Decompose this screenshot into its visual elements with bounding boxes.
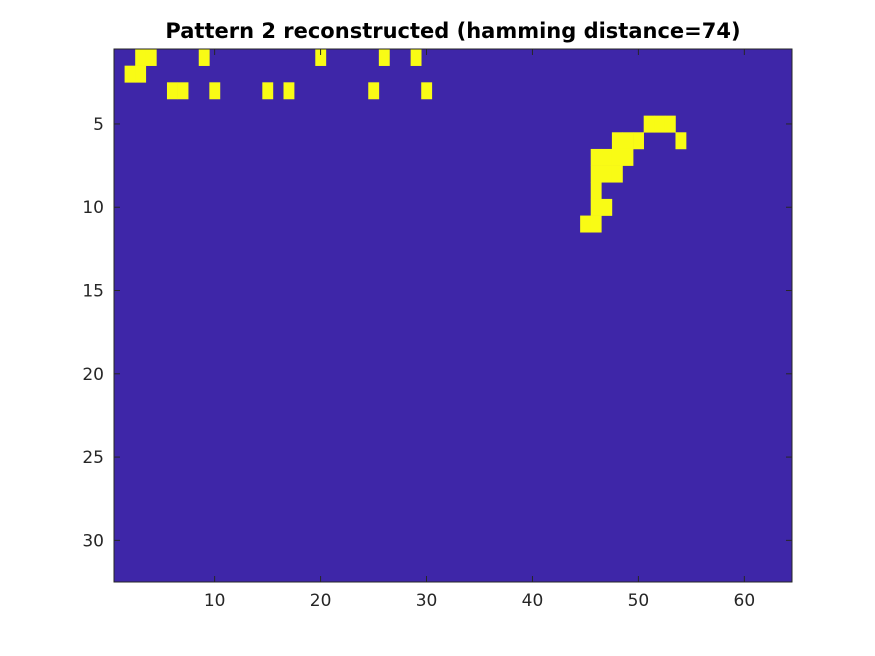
x-tick-label: 50 xyxy=(628,591,650,611)
y-tick-label: 20 xyxy=(82,365,104,385)
heatmap-cell xyxy=(124,65,136,83)
heatmap-cell xyxy=(622,132,634,150)
heatmap-cell xyxy=(198,49,210,66)
y-tick-label: 5 xyxy=(93,115,104,135)
heatmap-cell xyxy=(410,49,422,66)
heatmap-cell xyxy=(601,165,613,183)
heatmap-background xyxy=(114,49,792,582)
heatmap-cell xyxy=(590,198,602,216)
heatmap-cell xyxy=(145,49,157,66)
heatmap-cell xyxy=(283,82,295,100)
x-tick-label: 60 xyxy=(734,591,756,611)
axis-ticks: 10 20 30 40 50 60 5 10 15 20 25 30 xyxy=(82,49,792,611)
heatmap-cell xyxy=(675,132,687,150)
heatmap-cell xyxy=(611,165,623,183)
heatmap-cell xyxy=(315,49,327,66)
axes-box xyxy=(113,48,793,583)
chart-title: Pattern 2 reconstructed (hamming distanc… xyxy=(165,19,740,43)
heatmap-cell xyxy=(177,82,189,100)
heatmap-cell xyxy=(262,82,274,100)
heatmap-cell xyxy=(590,182,602,200)
heatmap-cell xyxy=(633,132,644,150)
heatmap-cell xyxy=(590,148,602,166)
heatmap-cell xyxy=(378,49,390,66)
heatmap-cell xyxy=(421,82,433,100)
x-tick-label: 20 xyxy=(310,591,332,611)
heatmap-cell xyxy=(654,115,666,133)
heatmap-cell xyxy=(368,82,380,100)
heatmap-cell xyxy=(135,65,147,83)
heatmap-cell xyxy=(590,215,602,233)
x-tick-label: 30 xyxy=(416,591,438,611)
heatmap-cell xyxy=(601,148,613,166)
y-tick-label: 15 xyxy=(82,282,104,302)
heatmap-cell xyxy=(209,82,221,100)
heatmap-cell xyxy=(166,82,178,100)
x-tick-label: 10 xyxy=(204,591,226,611)
heatmap-cell xyxy=(611,148,623,166)
heatmap-cell xyxy=(664,115,676,133)
x-tick-label: 40 xyxy=(522,591,544,611)
y-tick-label: 30 xyxy=(82,531,104,551)
heatmap-cells xyxy=(114,49,792,582)
heatmap-cell xyxy=(622,148,634,166)
y-tick-label: 10 xyxy=(82,198,104,218)
heatmap-cell xyxy=(643,115,655,133)
y-tick-label: 25 xyxy=(82,448,104,468)
heatmap-cell xyxy=(135,49,147,66)
heatmap-cell xyxy=(590,165,602,183)
heatmap-cell xyxy=(601,198,613,216)
heatmap-cell xyxy=(580,215,592,233)
heatmap-cell xyxy=(611,132,623,150)
